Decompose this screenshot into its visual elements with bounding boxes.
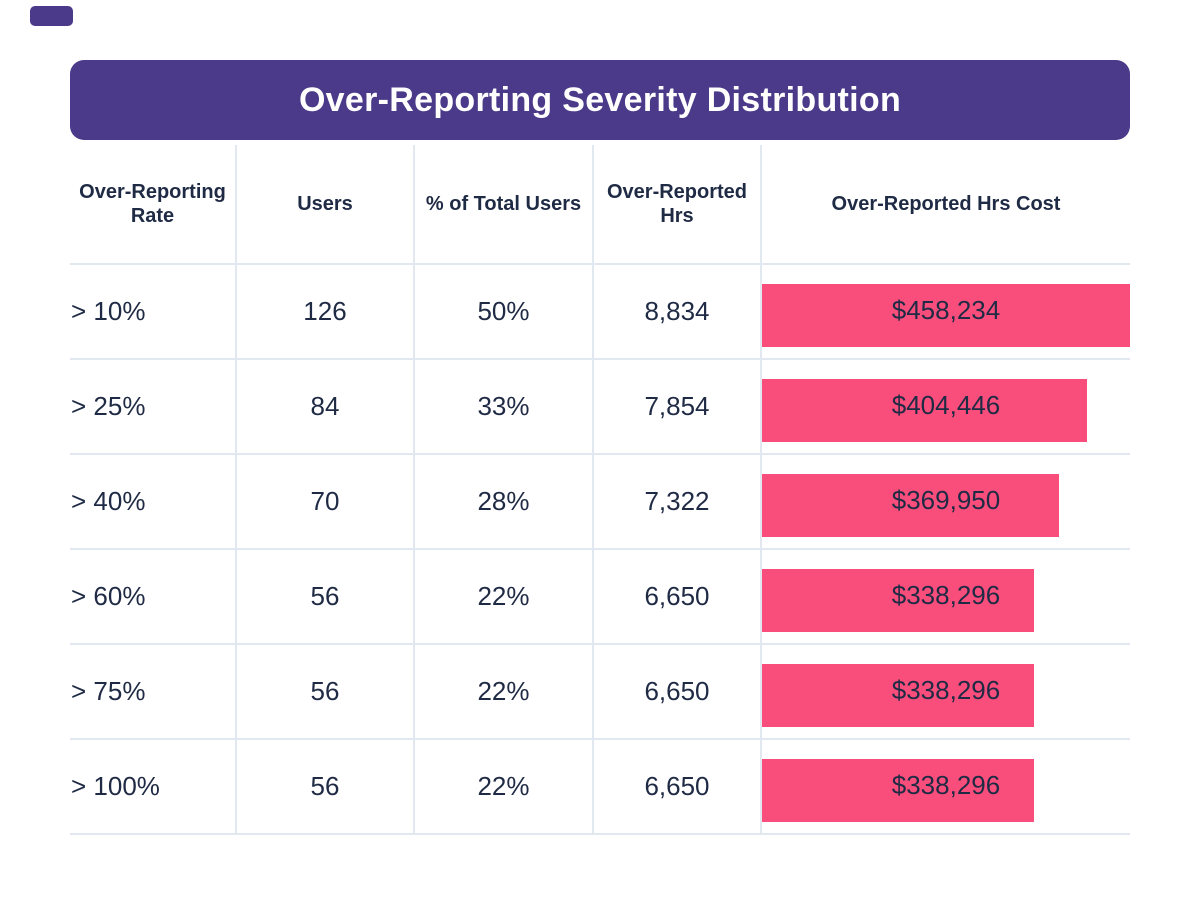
cell-over-reporting-rate: > 100%: [70, 740, 237, 835]
cost-bar: [762, 759, 1034, 822]
cell-users: 56: [237, 645, 415, 740]
cell-over-reporting-rate: > 10%: [70, 265, 237, 360]
cost-bar-label: $369,950: [891, 485, 1001, 515]
cost-bar-label: $458,234: [891, 295, 1001, 325]
cell-cost: $404,446: [762, 360, 1130, 455]
cell-over-reported-hrs: 6,650: [594, 740, 762, 835]
cell-pct-of-total-users: 22%: [415, 740, 594, 835]
cell-users: 84: [237, 360, 415, 455]
table-row: > 60% 56 22% 6,650 $338,296: [70, 550, 1130, 645]
column-header-over-reported-hrs: Over-Reported Hrs: [594, 145, 762, 265]
cell-over-reported-hrs: 6,650: [594, 645, 762, 740]
table-body: > 10% 126 50% 8,834 $458,234 > 25% 84 33…: [70, 265, 1130, 835]
column-header-pct-of-total-users: % of Total Users: [415, 145, 594, 265]
cell-over-reported-hrs: 7,322: [594, 455, 762, 550]
cell-pct-of-total-users: 22%: [415, 550, 594, 645]
table-row: > 100% 56 22% 6,650 $338,296: [70, 740, 1130, 835]
cost-bar-label: $404,446: [891, 390, 1001, 420]
cell-over-reporting-rate: > 40%: [70, 455, 237, 550]
table-row: > 10% 126 50% 8,834 $458,234: [70, 265, 1130, 360]
cell-users: 126: [237, 265, 415, 360]
corner-accent-shape: [30, 6, 73, 26]
cell-cost: $338,296: [762, 740, 1130, 835]
cost-bar: [762, 664, 1034, 727]
cell-over-reported-hrs: 6,650: [594, 550, 762, 645]
cost-bar-label: $338,296: [891, 580, 1001, 610]
cost-bar: [762, 569, 1034, 632]
cell-users: 56: [237, 740, 415, 835]
cell-pct-of-total-users: 28%: [415, 455, 594, 550]
table-row: > 40% 70 28% 7,322 $369,950: [70, 455, 1130, 550]
cost-bar: [762, 474, 1059, 537]
severity-table: Over-Reporting Rate Users % of Total Use…: [70, 145, 1130, 835]
cell-users: 70: [237, 455, 415, 550]
cost-bar: [762, 284, 1130, 347]
cell-over-reporting-rate: > 60%: [70, 550, 237, 645]
cell-cost: $338,296: [762, 645, 1130, 740]
cost-bar: [762, 379, 1087, 442]
page-title: Over-Reporting Severity Distribution: [298, 80, 902, 119]
table-row: > 25% 84 33% 7,854 $404,446: [70, 360, 1130, 455]
table-header-row: Over-Reporting Rate Users % of Total Use…: [70, 145, 1130, 265]
cell-pct-of-total-users: 33%: [415, 360, 594, 455]
cell-cost: $338,296: [762, 550, 1130, 645]
cell-over-reported-hrs: 7,854: [594, 360, 762, 455]
column-header-users: Users: [237, 145, 415, 265]
cell-cost: $458,234: [762, 265, 1130, 360]
table-row: > 75% 56 22% 6,650 $338,296: [70, 645, 1130, 740]
title-banner: Over-Reporting Severity Distribution: [70, 60, 1130, 140]
cell-pct-of-total-users: 22%: [415, 645, 594, 740]
cell-over-reporting-rate: > 75%: [70, 645, 237, 740]
cell-over-reporting-rate: > 25%: [70, 360, 237, 455]
cell-users: 56: [237, 550, 415, 645]
column-header-over-reporting-rate: Over-Reporting Rate: [70, 145, 237, 265]
cell-cost: $369,950: [762, 455, 1130, 550]
column-header-over-reported-hrs-cost: Over-Reported Hrs Cost: [762, 145, 1130, 265]
cost-bar-label: $338,296: [891, 675, 1001, 705]
cell-over-reported-hrs: 8,834: [594, 265, 762, 360]
cost-bar-label: $338,296: [891, 770, 1001, 800]
cell-pct-of-total-users: 50%: [415, 265, 594, 360]
